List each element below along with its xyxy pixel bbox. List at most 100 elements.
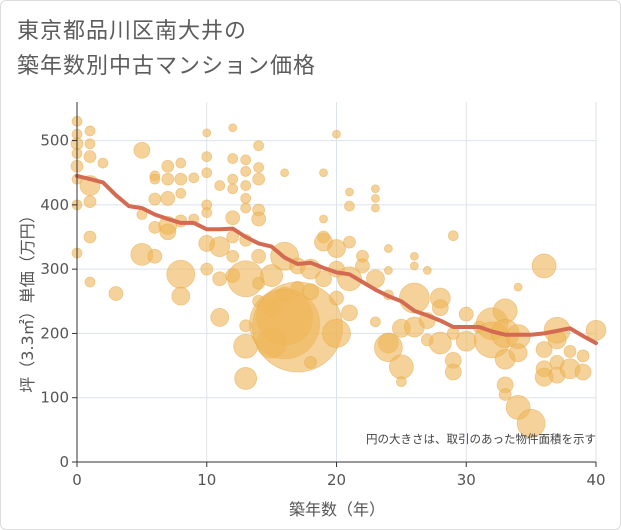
bubble-point: [83, 150, 97, 164]
bubble-point: [513, 282, 523, 292]
bubble-point: [161, 159, 175, 173]
bubble-point: [251, 211, 267, 227]
bubble-point: [371, 203, 380, 213]
bubble-point: [84, 276, 96, 288]
bubble-point: [161, 172, 175, 186]
bubble-point: [166, 259, 196, 289]
x-tick-label: 40: [586, 471, 605, 489]
bubble-point: [253, 162, 265, 173]
axes: [72, 102, 597, 467]
bubble-point: [304, 355, 317, 369]
y-tick-label: 0: [59, 453, 69, 471]
tick-labels: 0 100 200 300 400 500 0 10 20 30 40: [40, 132, 605, 489]
bubble-point: [212, 271, 228, 287]
bubble-point: [240, 193, 252, 204]
bubble-point: [585, 319, 607, 341]
bubble-point: [83, 195, 97, 209]
bubble-point: [516, 409, 546, 438]
trend-line: [75, 173, 598, 346]
bubble-point: [341, 304, 358, 322]
bubble-point: [535, 341, 553, 358]
bubble-point: [210, 307, 230, 327]
y-axis-label: 坪（3.3㎡）単価（万円）: [18, 207, 37, 392]
bubble-point: [240, 202, 252, 214]
bubble-point: [175, 187, 187, 199]
title-line-2: 築年数別中古マンション価格: [17, 54, 317, 79]
bubble-point: [160, 191, 176, 206]
bubble-point: [383, 244, 393, 253]
bubble-point: [227, 183, 239, 195]
bubble-point: [422, 266, 432, 275]
y-tick-label: 300: [40, 260, 69, 278]
bubble-point: [371, 184, 380, 194]
bubble-point: [355, 258, 370, 274]
bubble-point: [228, 123, 238, 133]
bubble-point: [227, 173, 239, 185]
bubble-point: [240, 166, 252, 177]
bubble-point: [174, 172, 188, 186]
bubble-point: [373, 333, 403, 362]
chart-title: 東京都品川区南大井の 築年数別中古マンション価格: [17, 14, 537, 84]
bubble-point: [251, 248, 267, 264]
bubble-point: [428, 331, 452, 355]
bubble-point: [175, 157, 187, 169]
bubble-point: [574, 363, 592, 381]
y-tick-label: 500: [40, 132, 69, 150]
bubble-point: [234, 367, 258, 390]
bubble-point: [133, 141, 151, 159]
bubble-point: [84, 125, 96, 137]
bubble-point: [280, 168, 290, 178]
bubble-point: [498, 388, 512, 401]
size-note: 円の大きさは、取引のあった物件面積を示す: [366, 432, 596, 446]
x-axis-label: 築年数（年）: [289, 500, 385, 519]
bubble-point: [322, 319, 351, 348]
bubble-point: [327, 239, 346, 258]
bubble-point: [209, 236, 231, 258]
bubble-point: [201, 151, 213, 163]
bubble-point: [171, 286, 191, 306]
bubble-point: [253, 140, 265, 152]
bubble-point: [159, 223, 177, 241]
bubble-point: [240, 154, 252, 166]
bubble-point: [508, 343, 528, 363]
bubble-point: [458, 306, 474, 322]
bubble-point: [83, 230, 97, 244]
bubble-point: [201, 167, 213, 179]
bubble-point: [371, 194, 380, 203]
bubble-point: [319, 214, 328, 224]
bubble-point: [240, 180, 252, 191]
bubble-point: [260, 264, 284, 287]
bubble-point: [563, 345, 577, 358]
bubble-point: [225, 210, 241, 226]
bubble-point: [431, 299, 449, 317]
bubble-point: [226, 249, 240, 263]
bubble-point: [149, 173, 161, 185]
bubble-point: [370, 316, 381, 328]
bubble-point: [395, 376, 407, 388]
bubble-point: [188, 172, 200, 184]
y-tick-label: 400: [40, 196, 69, 214]
bubble-point: [108, 286, 124, 301]
bubble-point: [200, 262, 214, 276]
bubble-point: [97, 157, 109, 169]
bubble-point: [388, 354, 414, 380]
bubble-point: [344, 200, 355, 212]
bubble-point: [531, 253, 557, 279]
bubble-point: [252, 172, 266, 186]
bubble-point: [343, 235, 356, 249]
x-tick-label: 10: [197, 471, 216, 489]
y-tick-label: 100: [40, 389, 69, 407]
bubble-point: [409, 261, 419, 271]
bubble-point: [444, 363, 462, 381]
bubble-point: [409, 251, 419, 261]
bubble-point: [227, 153, 239, 164]
bubble-point: [84, 138, 96, 150]
bubble-point: [332, 129, 341, 139]
bubble-point: [319, 168, 328, 178]
bubble-point: [214, 180, 226, 191]
x-tick-label: 0: [72, 471, 82, 489]
bubble-point: [201, 207, 213, 218]
bubble-point: [202, 128, 212, 138]
bubble-point: [447, 230, 459, 242]
